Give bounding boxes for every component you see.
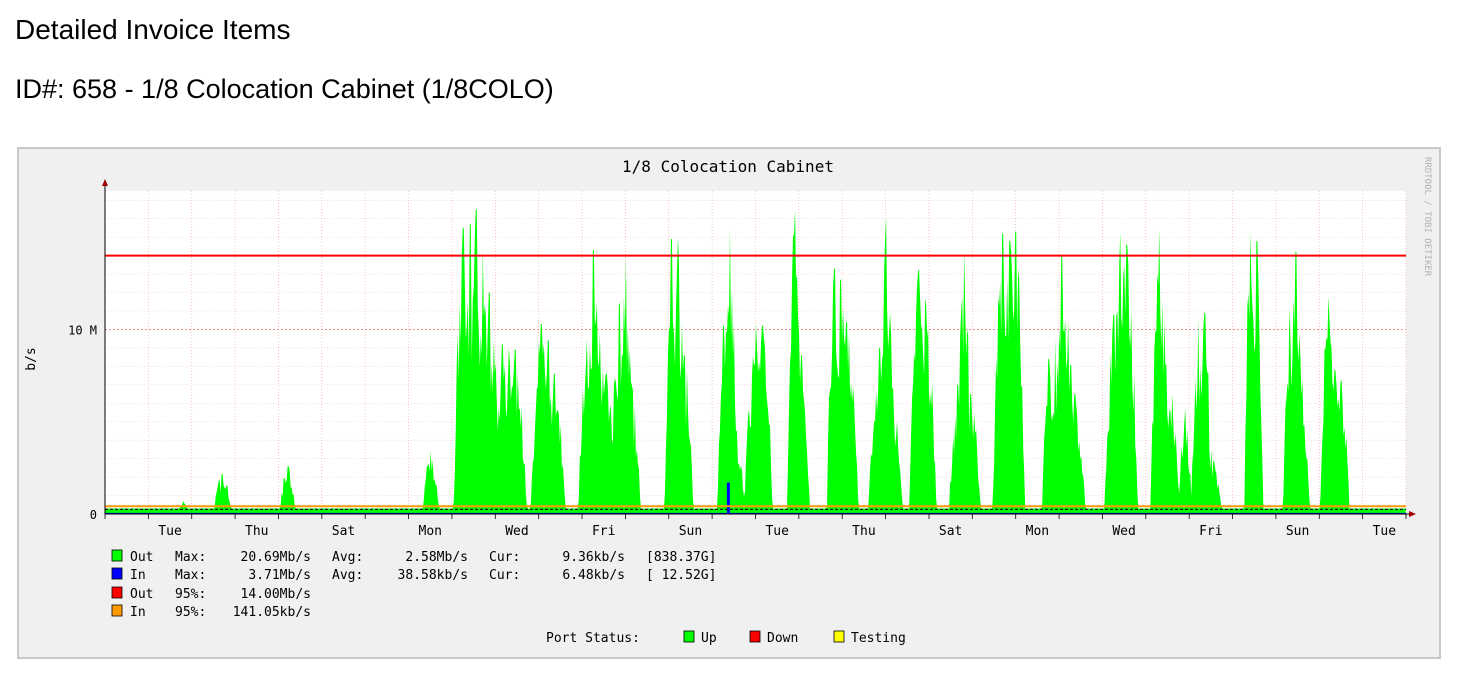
legend-cur-value: 9.36kb/s: [562, 550, 625, 565]
port-status-swatch-down: [749, 630, 761, 643]
series-out-area: [105, 209, 1406, 514]
x-tick-label: Thu: [245, 524, 268, 539]
legend-cur-label: Cur:: [489, 568, 520, 583]
legend-total-value: [838.37G]: [646, 550, 716, 565]
x-tick-label: Wed: [1112, 524, 1135, 539]
port-status-swatch-up: [683, 630, 695, 643]
port-status-down: Down: [767, 631, 798, 646]
page-title: Detailed Invoice Items: [15, 14, 291, 45]
legend-pct-label: 95%:: [175, 587, 206, 602]
legend-cur-label: Cur:: [489, 550, 520, 565]
x-tick-label: Tue: [1373, 524, 1397, 539]
legend-pct-value: 14.00Mb/s: [241, 587, 311, 602]
legend-max-label: Max:: [175, 550, 206, 565]
legend-swatch-out: [111, 549, 123, 562]
chart-watermark: RRDTOOL / TOBI OETIKER: [1422, 157, 1432, 277]
invoice-item-title: ID#: 658 - 1/8 Colocation Cabinet (1/8CO…: [15, 74, 554, 104]
series-in-area: [105, 512, 1406, 514]
legend-avg-value: 38.58kb/s: [398, 568, 468, 583]
x-tick-label: Sat: [332, 524, 355, 539]
legend-cur-value: 6.48kb/s: [562, 568, 625, 583]
legend-total-value: [ 12.52G]: [646, 568, 716, 583]
x-axis-arrow: [1409, 511, 1416, 517]
legend-max-value: 20.69Mb/s: [241, 550, 311, 565]
traffic-chart: 1/8 Colocation Cabinet RRDTOOL / TOBI OE…: [24, 157, 1432, 646]
y-tick-label: 10 M: [68, 323, 97, 337]
legend-series-name: In: [130, 605, 146, 620]
y-axis-label: b/s: [24, 347, 39, 370]
legend-pct-label: 95%:: [175, 605, 206, 620]
port-status-testing: Testing: [851, 631, 906, 646]
traffic-graph-panel: 1/8 Colocation Cabinet RRDTOOL / TOBI OE…: [17, 147, 1441, 659]
x-tick-label: Tue: [158, 524, 182, 539]
y-tick-label: 0: [90, 508, 97, 522]
x-tick-label: Fri: [1199, 524, 1222, 539]
x-tick-label: Sun: [1286, 524, 1309, 539]
x-tick-label: Sat: [939, 524, 962, 539]
x-tick-label: Sun: [679, 524, 702, 539]
legend-series-name: Out: [130, 587, 153, 602]
port-status-swatch-testing: [833, 630, 845, 643]
legend-series-name: Out: [130, 550, 153, 565]
legend-avg-label: Avg:: [332, 568, 363, 583]
legend-series-name: In: [130, 568, 146, 583]
y-axis-arrow: [102, 179, 108, 186]
x-tick-label: Mon: [1026, 524, 1049, 539]
legend-swatch-percentile: [111, 586, 123, 599]
x-tick-label: Thu: [852, 524, 875, 539]
legend-avg-value: 2.58Mb/s: [405, 550, 468, 565]
x-tick-label: Mon: [419, 524, 442, 539]
port-status-label: Port Status:: [546, 631, 640, 646]
x-tick-label: Fri: [592, 524, 615, 539]
legend-max-value: 3.71Mb/s: [248, 568, 311, 583]
series-in-spike: [726, 482, 730, 514]
chart-title: 1/8 Colocation Cabinet: [622, 157, 834, 176]
legend-avg-label: Avg:: [332, 550, 363, 565]
x-tick-label: Wed: [505, 524, 528, 539]
legend-max-label: Max:: [175, 568, 206, 583]
legend-swatch-percentile: [111, 604, 123, 617]
port-status-up: Up: [701, 631, 717, 646]
legend-pct-value: 141.05kb/s: [233, 605, 311, 620]
x-tick-label: Tue: [765, 524, 789, 539]
legend-swatch-in: [111, 567, 123, 580]
